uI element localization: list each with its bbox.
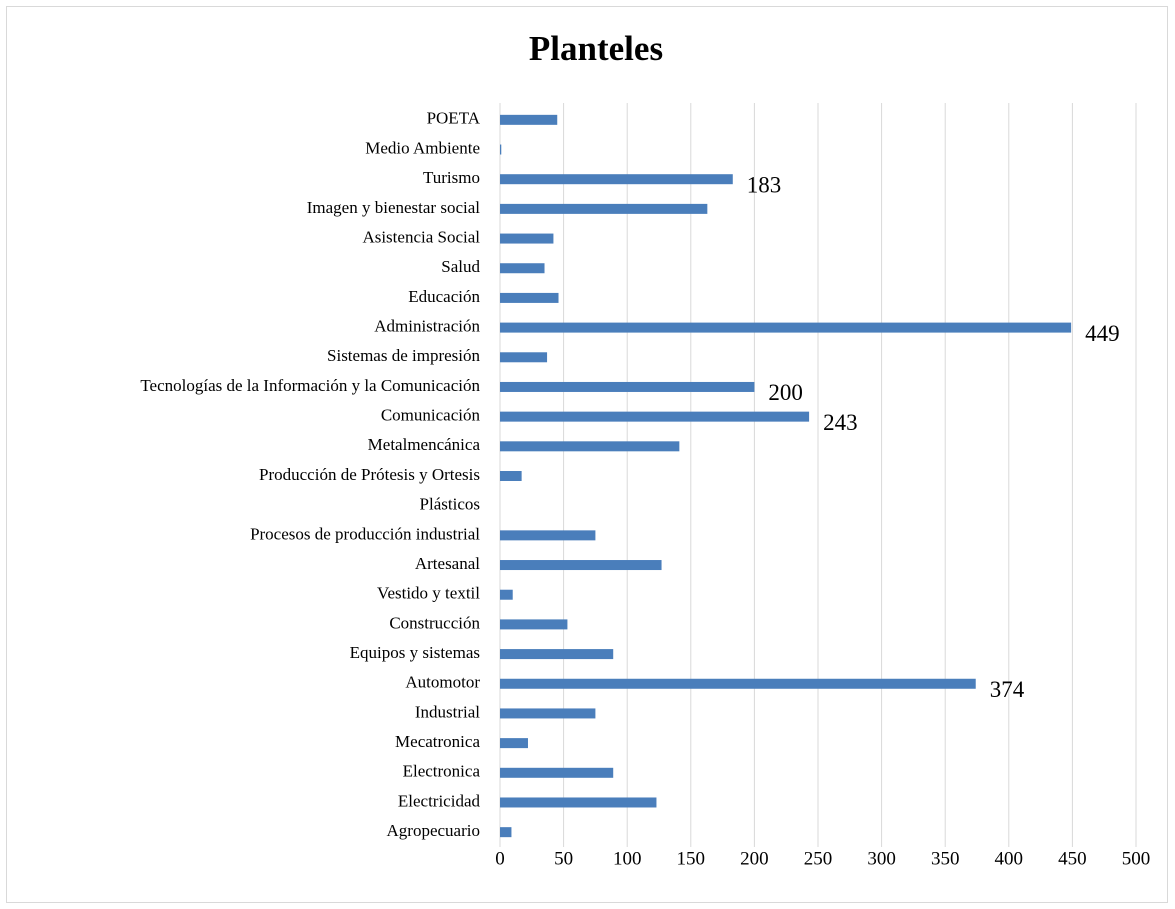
data-label: 449: [1085, 321, 1120, 346]
y-tick-label: Mecatronica: [395, 732, 480, 751]
bar: [500, 619, 568, 630]
y-tick-label: Procesos de producción industrial: [250, 524, 480, 543]
bar: [500, 114, 558, 125]
x-tick-label: 50: [554, 848, 573, 869]
y-tick-label: Vestido y textil: [377, 584, 480, 603]
data-label: 183: [747, 172, 782, 197]
x-tick-label: 500: [1122, 848, 1151, 869]
bar: [500, 292, 559, 303]
bar: [500, 708, 596, 719]
bar: [500, 649, 614, 660]
bar: [500, 174, 733, 185]
y-tick-label: Educación: [408, 287, 480, 306]
x-tick-label: 0: [495, 848, 505, 869]
bar: [500, 411, 810, 422]
bar: [500, 797, 657, 808]
y-tick-label: Sistemas de impresión: [327, 346, 480, 365]
bar: [500, 441, 680, 452]
x-tick-label: 450: [1058, 848, 1087, 869]
y-tick-label: Comunicación: [381, 406, 481, 425]
y-tick-label: Plásticos: [420, 495, 480, 514]
bar: [500, 767, 614, 778]
y-tick-label: Tecnologías de la Información y la Comun…: [140, 376, 480, 395]
x-tick-label: 150: [677, 848, 706, 869]
bar: [500, 144, 502, 155]
chart-title: Planteles: [529, 29, 663, 68]
y-tick-label: Electricidad: [398, 791, 481, 810]
y-tick-label: POETA: [427, 109, 481, 128]
bar: [500, 589, 513, 600]
y-tick-label: Artesanal: [415, 554, 480, 573]
y-tick-label: Industrial: [415, 702, 480, 721]
x-tick-label: 100: [613, 848, 642, 869]
x-tick-label: 250: [804, 848, 833, 869]
x-tick-label: 350: [931, 848, 960, 869]
y-tick-label: Equipos y sistemas: [350, 643, 480, 662]
bar: [500, 827, 512, 838]
y-tick-label: Medio Ambiente: [365, 138, 480, 157]
y-tick-label: Automotor: [405, 673, 480, 692]
y-tick-label: Turismo: [423, 168, 480, 187]
bar: [500, 471, 522, 481]
bar: [500, 678, 976, 689]
bar: [500, 352, 548, 363]
chart-frame: [6, 6, 1168, 903]
bar: [500, 263, 545, 274]
bar: [500, 560, 662, 571]
bar: [500, 233, 554, 244]
bar: [500, 381, 755, 392]
y-tick-label: Salud: [441, 257, 480, 276]
x-tick-label: 200: [740, 848, 769, 869]
y-tick-label: Metalmencánica: [368, 435, 481, 454]
y-tick-label: Administración: [374, 317, 480, 336]
y-tick-label: Producción de Prótesis y Ortesis: [259, 465, 480, 484]
data-label: 243: [823, 410, 858, 435]
x-tick-label: 400: [995, 848, 1024, 869]
bar: [500, 322, 1072, 333]
y-tick-label: Asistencia Social: [362, 227, 480, 246]
data-label: 200: [768, 380, 803, 405]
y-tick-label: Imagen y bienestar social: [307, 198, 481, 217]
y-tick-label: Electronica: [403, 762, 481, 781]
y-tick-label: Construcción: [389, 613, 480, 632]
data-label: 374: [990, 677, 1025, 702]
x-tick-label: 300: [867, 848, 896, 869]
y-tick-label: Agropecuario: [387, 821, 480, 840]
bar: [500, 203, 708, 214]
bar: [500, 738, 528, 749]
bar: [500, 530, 596, 541]
